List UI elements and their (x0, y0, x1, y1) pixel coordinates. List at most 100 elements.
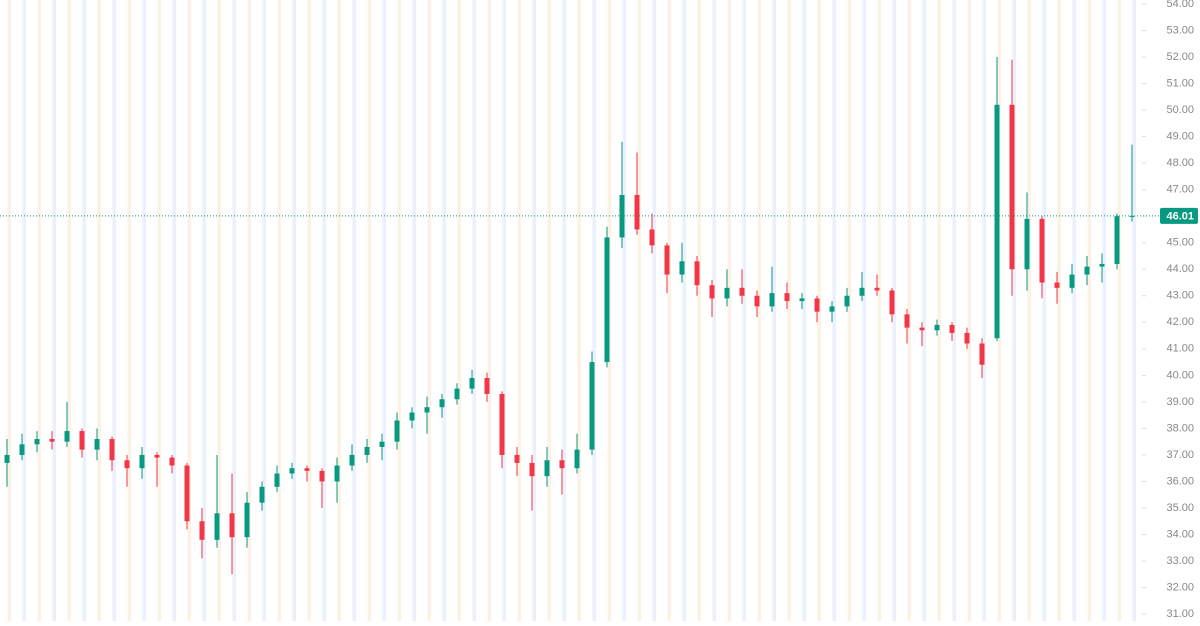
session-stripe (772, 0, 776, 621)
session-stripe (1027, 0, 1031, 621)
session-stripe (952, 0, 956, 621)
session-stripe (907, 0, 911, 621)
candle-body (784, 293, 790, 302)
candle-body (154, 454, 160, 458)
y-tick-label: 40.00 (1166, 369, 1194, 381)
candle-body (499, 393, 505, 455)
candle-body (214, 513, 220, 540)
session-stripe (187, 0, 191, 621)
session-stripe (352, 0, 356, 621)
candle-body (694, 261, 700, 286)
session-shading (7, 0, 1136, 621)
candle-body (274, 473, 280, 487)
candle-body (349, 454, 355, 466)
session-stripe (142, 0, 146, 621)
candle-body (34, 439, 40, 445)
session-stripe (547, 0, 551, 621)
candle-body (769, 293, 775, 307)
candle-body (184, 465, 190, 522)
session-stripe (742, 0, 746, 621)
y-tick-label: 50.00 (1166, 104, 1194, 116)
session-stripe (727, 0, 731, 621)
y-tick-label: 42.00 (1166, 316, 1194, 328)
y-tick-label: 45.00 (1166, 237, 1194, 249)
candle-body (364, 446, 370, 455)
session-stripe (757, 0, 761, 621)
session-stripe (502, 0, 506, 621)
candle-body (859, 287, 865, 296)
candle-body (544, 460, 550, 477)
y-tick-label: 44.00 (1166, 263, 1194, 275)
candle-body (484, 378, 490, 394)
candle-body (964, 332, 970, 344)
candle-body (709, 285, 715, 299)
candle-body (589, 362, 595, 450)
y-tick-label: 54.00 (1166, 0, 1194, 10)
candle-body (679, 261, 685, 275)
session-stripe (1102, 0, 1106, 621)
candle-body (379, 441, 385, 447)
candle-body (94, 439, 100, 450)
session-stripe (247, 0, 251, 621)
session-stripe (457, 0, 461, 621)
session-stripe (472, 0, 476, 621)
candle-body (1039, 218, 1045, 283)
y-tick-label: 48.00 (1166, 157, 1194, 169)
session-stripe (622, 0, 626, 621)
session-stripe (322, 0, 326, 621)
session-stripe (967, 0, 971, 621)
candle-body (199, 521, 205, 540)
y-tick-label: 41.00 (1166, 343, 1194, 355)
session-stripe (1042, 0, 1046, 621)
candle-body (829, 306, 835, 312)
y-tick-label: 39.00 (1166, 396, 1194, 408)
candle-body (514, 454, 520, 463)
candle-body (844, 295, 850, 307)
session-stripe (367, 0, 371, 621)
session-stripe (67, 0, 71, 621)
y-tick-label: 47.00 (1166, 184, 1194, 196)
session-stripe (97, 0, 101, 621)
candle-body (1024, 218, 1030, 270)
session-stripe (157, 0, 161, 621)
candle-body (424, 407, 430, 413)
session-stripe (562, 0, 566, 621)
candle-body (19, 444, 25, 455)
candle-body (409, 412, 415, 421)
candle-body (334, 465, 340, 482)
candle-body (394, 420, 400, 442)
session-stripe (172, 0, 176, 621)
session-stripe (1087, 0, 1091, 621)
session-stripe (1117, 0, 1121, 621)
candle-body (1069, 274, 1075, 288)
y-tick-label: 38.00 (1166, 422, 1194, 434)
session-stripe (82, 0, 86, 621)
candle-body (439, 399, 445, 408)
session-stripe (577, 0, 581, 621)
y-tick-label: 43.00 (1166, 290, 1194, 302)
y-tick-label: 37.00 (1166, 449, 1194, 461)
last-price-label: 46.01 (1166, 210, 1194, 222)
candle-body (469, 378, 475, 389)
session-stripe (22, 0, 26, 621)
session-stripe (712, 0, 716, 621)
candle-body (529, 462, 535, 477)
candle-body (814, 298, 820, 312)
session-stripe (532, 0, 536, 621)
candle-body (304, 468, 310, 471)
candle-body (874, 287, 880, 291)
candle-body (1099, 263, 1105, 267)
candle-body (169, 457, 175, 466)
candle-body (1009, 104, 1015, 270)
y-tick-label: 52.00 (1166, 51, 1194, 63)
candle-body (1084, 266, 1090, 275)
y-tick-label: 32.00 (1166, 581, 1194, 593)
candle-body (799, 298, 805, 302)
session-stripe (217, 0, 221, 621)
y-tick-label: 49.00 (1166, 131, 1194, 143)
session-stripe (1012, 0, 1016, 621)
session-stripe (292, 0, 296, 621)
session-stripe (262, 0, 266, 621)
